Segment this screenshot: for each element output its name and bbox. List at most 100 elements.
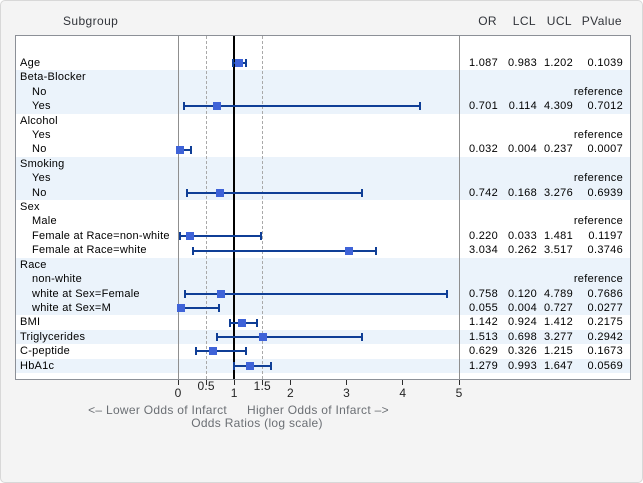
table-row: C-peptide 0.629 0.326 1.215 0.1673: [16, 344, 630, 359]
confidence-interval-line: [184, 292, 448, 295]
ci-cap-right: [244, 59, 247, 68]
table-row: Female at Race=non-white 0.220 0.033 1.481 0…: [16, 228, 630, 244]
row-label: white at Sex=M: [32, 301, 112, 314]
row-label: non-white: [32, 273, 82, 286]
row-label: Triglycerides: [20, 330, 86, 343]
confidence-interval-line: [217, 335, 363, 338]
table-row: HbA1c 1.279 0.993 1.647 0.0569: [16, 358, 630, 373]
pvalue-value: 0.7012: [587, 100, 623, 113]
row-label: Male: [32, 215, 57, 228]
lcl-value: 0.114: [508, 100, 537, 113]
ci-cap-right: [269, 361, 272, 370]
row-label: No: [32, 85, 47, 98]
x-tick-label: 0.5: [197, 379, 215, 393]
lcl-value: 0.983: [507, 57, 537, 69]
pvalue-value: 0.0277: [587, 301, 623, 314]
ci-cap-right: [217, 304, 220, 313]
column-header-pvalue: PValue: [581, 14, 622, 28]
or-value: 0.055: [468, 301, 498, 314]
lcl-value: 0.993: [507, 359, 537, 372]
or-value: 1.513: [468, 330, 498, 343]
row-label: white at Sex=Female: [32, 287, 140, 300]
confidence-interval-line: [196, 350, 247, 353]
odds-ratio-marker: [216, 289, 225, 298]
ci-cap-right: [419, 102, 422, 111]
table-row: Male reference: [16, 214, 630, 229]
odds-ratio-marker: [209, 347, 218, 356]
lcl-value: 0.924: [507, 316, 537, 329]
odds-ratio-marker: [245, 361, 254, 370]
ci-cap-left: [183, 289, 186, 298]
odds-ratio-marker: [215, 188, 224, 197]
odds-ratio-marker: [235, 59, 244, 68]
row-label: Race: [20, 258, 47, 271]
lcl-value: 0.004: [507, 143, 537, 156]
ci-cap-left: [183, 102, 186, 111]
dashed-gridline: [205, 36, 207, 379]
pvalue-value: 0.0569: [587, 359, 623, 372]
pvalue-value: 0.7686: [587, 287, 623, 300]
pvalue-value: reference: [573, 215, 623, 228]
ci-cap-left: [216, 332, 219, 341]
ucl-value: 1.647: [543, 359, 573, 372]
gridlines-layer: [16, 36, 630, 379]
pvalue-value: 0.6939: [587, 186, 623, 199]
x-tick-label: 5: [455, 386, 463, 400]
ci-cap-left: [232, 361, 235, 370]
ci-cap-left: [195, 347, 198, 356]
or-value: 0.742: [468, 186, 498, 199]
ci-cap-right: [361, 332, 364, 341]
column-header-ucl: UCL: [546, 14, 572, 28]
row-label: Yes: [32, 100, 51, 113]
ci-cap-left: [186, 188, 189, 197]
or-value: 0.629: [468, 345, 498, 358]
x-axis-title: Odds Ratios (log scale): [191, 416, 323, 430]
confidence-interval-line: [178, 307, 219, 310]
row-label: HbA1c: [20, 359, 55, 372]
x-tick: [261, 380, 263, 385]
or-value: 0.758: [468, 287, 498, 300]
ucl-value: 3.517: [543, 244, 573, 257]
lcl-value: 0.326: [507, 345, 537, 358]
ucl-value: 1.481: [543, 229, 573, 242]
row-label: Beta-Blocker: [20, 71, 86, 84]
row-label: No: [32, 186, 47, 199]
ucl-value: 4.789: [543, 287, 573, 300]
x-tick-label: 2: [286, 386, 294, 400]
x-axis-label-lower: <– Lower Odds of Infarct: [88, 403, 227, 417]
row-label: C-peptide: [20, 345, 70, 358]
row-label: Yes: [32, 129, 51, 142]
dashed-gridline: [261, 36, 263, 379]
table-row: Yes reference: [16, 128, 630, 143]
column-header-or: OR: [478, 14, 497, 28]
row-label: Smoking: [20, 157, 65, 170]
table-row: Smoking: [16, 156, 630, 172]
x-tick: [289, 380, 291, 385]
row-label: No: [32, 143, 47, 156]
pvalue-value: reference: [573, 85, 623, 98]
ci-cap-right: [190, 145, 193, 154]
odds-ratio-marker: [213, 102, 222, 111]
error-bars-layer: [16, 36, 630, 379]
ucl-value: 0.237: [543, 143, 573, 156]
confidence-interval-line: [179, 235, 262, 238]
stats-column-separator: [459, 36, 460, 379]
x-tick-label: 0: [174, 386, 182, 400]
table-row: Alcohol: [16, 113, 630, 129]
table-row: No reference: [16, 84, 630, 100]
lcl-value: 0.698: [507, 330, 537, 343]
pvalue-value: 0.2175: [587, 316, 623, 329]
ucl-value: 0.727: [543, 301, 573, 314]
pvalue-value: reference: [573, 273, 623, 286]
table-row: Beta-Blocker: [16, 70, 630, 85]
zero-gridline: [177, 36, 179, 379]
confidence-interval-line: [187, 191, 363, 194]
table-row: BMI 1.142 0.924 1.412 0.2175: [16, 315, 630, 330]
table-row: Yes reference: [16, 171, 630, 186]
ci-cap-right: [374, 246, 377, 255]
ucl-value: 4.309: [543, 100, 573, 113]
lcl-value: 0.120: [507, 287, 537, 300]
table-row: No 0.032 0.004 0.237 0.0007: [16, 142, 630, 157]
x-tick-label: 1: [230, 386, 238, 400]
